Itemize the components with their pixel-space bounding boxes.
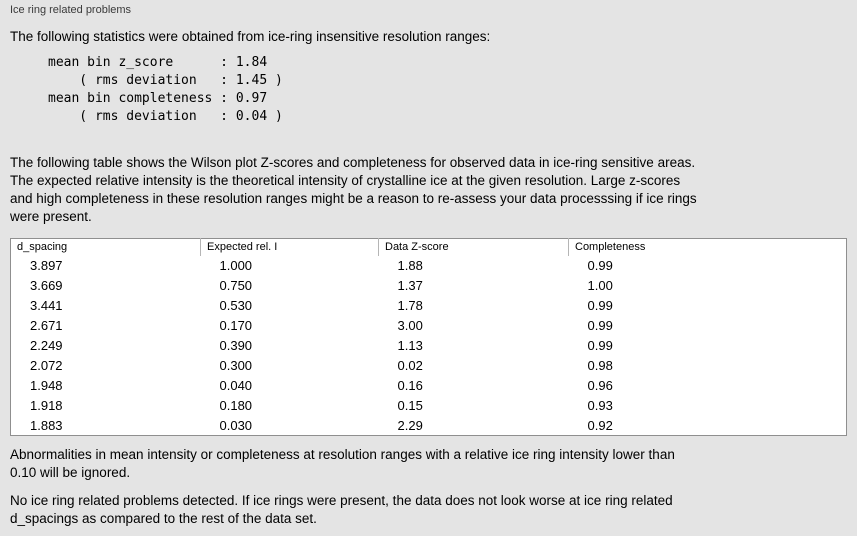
cell-expected-rel-i: 0.040 [219,378,253,393]
cell-data-z-score: 1.13 [397,338,423,353]
cell-data-z-score: 2.29 [397,417,423,433]
cell-completeness: 0.99 [587,318,613,333]
table-row[interactable]: 2.671 0.170 3.00 0.99 [11,316,847,336]
cell-d-spacing: 3.897 [30,258,63,273]
cell-data-z-score: 3.00 [397,318,423,333]
cell-expected-rel-i: 1.000 [219,258,253,273]
cell-d-spacing: 1.883 [30,417,63,433]
cell-d-spacing: 2.671 [30,318,63,333]
cell-completeness: 0.99 [587,298,613,313]
cell-d-spacing: 3.669 [30,278,63,293]
intro-paragraph: The following statistics were obtained f… [10,29,491,44]
cell-data-z-score: 0.15 [397,398,423,413]
cell-d-spacing: 1.918 [30,398,63,413]
wilson-zscore-table: d_spacing Expected rel. I Data Z-score C… [10,238,847,436]
cell-expected-rel-i: 0.390 [219,338,253,353]
conclusion-paragraph: No ice ring related problems detected. I… [10,493,673,526]
cell-data-z-score: 0.16 [397,378,423,393]
cell-d-spacing: 3.441 [30,298,63,313]
cell-completeness: 0.98 [587,358,613,373]
table-row[interactable]: 3.441 0.530 1.78 0.99 [11,296,847,316]
table-row[interactable]: 1.918 0.180 0.15 0.93 [11,396,847,416]
table-header-completeness: Completeness [575,241,646,254]
table-description: The following table shows the Wilson plo… [10,155,697,224]
table-header-expected-rel-i: Expected rel. I [200,238,379,256]
cell-d-spacing: 2.072 [30,358,63,373]
table-row[interactable]: 3.669 0.750 1.37 1.00 [11,276,847,296]
panel-title: Ice ring related problems [10,4,132,16]
cell-completeness: 0.99 [587,258,613,273]
cell-expected-rel-i: 0.530 [219,298,253,313]
table-row[interactable]: 1.883 0.030 2.29 0.92 [11,416,847,436]
stats-block: mean bin z_score : 1.84 ( rms deviation … [48,55,283,124]
cell-expected-rel-i: 0.300 [219,358,253,373]
ignore-note: Abnormalities in mean intensity or compl… [10,447,675,480]
table-row[interactable]: 2.072 0.300 0.02 0.98 [11,356,847,376]
cell-expected-rel-i: 0.180 [219,398,253,413]
table-header-d-spacing: d_spacing [10,238,201,256]
cell-data-z-score: 0.02 [397,358,423,373]
cell-completeness: 0.99 [587,338,613,353]
table-header-row: d_spacing Expected rel. I Data Z-score C… [10,238,847,256]
table-row[interactable]: 2.249 0.390 1.13 0.99 [11,336,847,356]
cell-expected-rel-i: 0.030 [219,417,253,433]
cell-expected-rel-i: 0.170 [219,318,253,333]
panel-content: The following statistics were obtained f… [0,28,857,528]
cell-d-spacing: 2.249 [30,338,63,353]
cell-completeness: 1.00 [587,278,613,293]
table-header-data-z-score: Data Z-score [378,238,569,256]
cell-completeness: 0.92 [587,417,613,433]
cell-expected-rel-i: 0.750 [219,278,253,293]
table-row[interactable]: 1.948 0.040 0.16 0.96 [11,376,847,396]
cell-data-z-score: 1.37 [397,278,423,293]
table-row[interactable]: 3.897 1.000 1.88 0.99 [11,256,847,276]
cell-completeness: 0.93 [587,398,613,413]
cell-data-z-score: 1.78 [397,298,423,313]
cell-completeness: 0.96 [587,378,613,393]
cell-d-spacing: 1.948 [30,378,63,393]
cell-data-z-score: 1.88 [397,258,423,273]
